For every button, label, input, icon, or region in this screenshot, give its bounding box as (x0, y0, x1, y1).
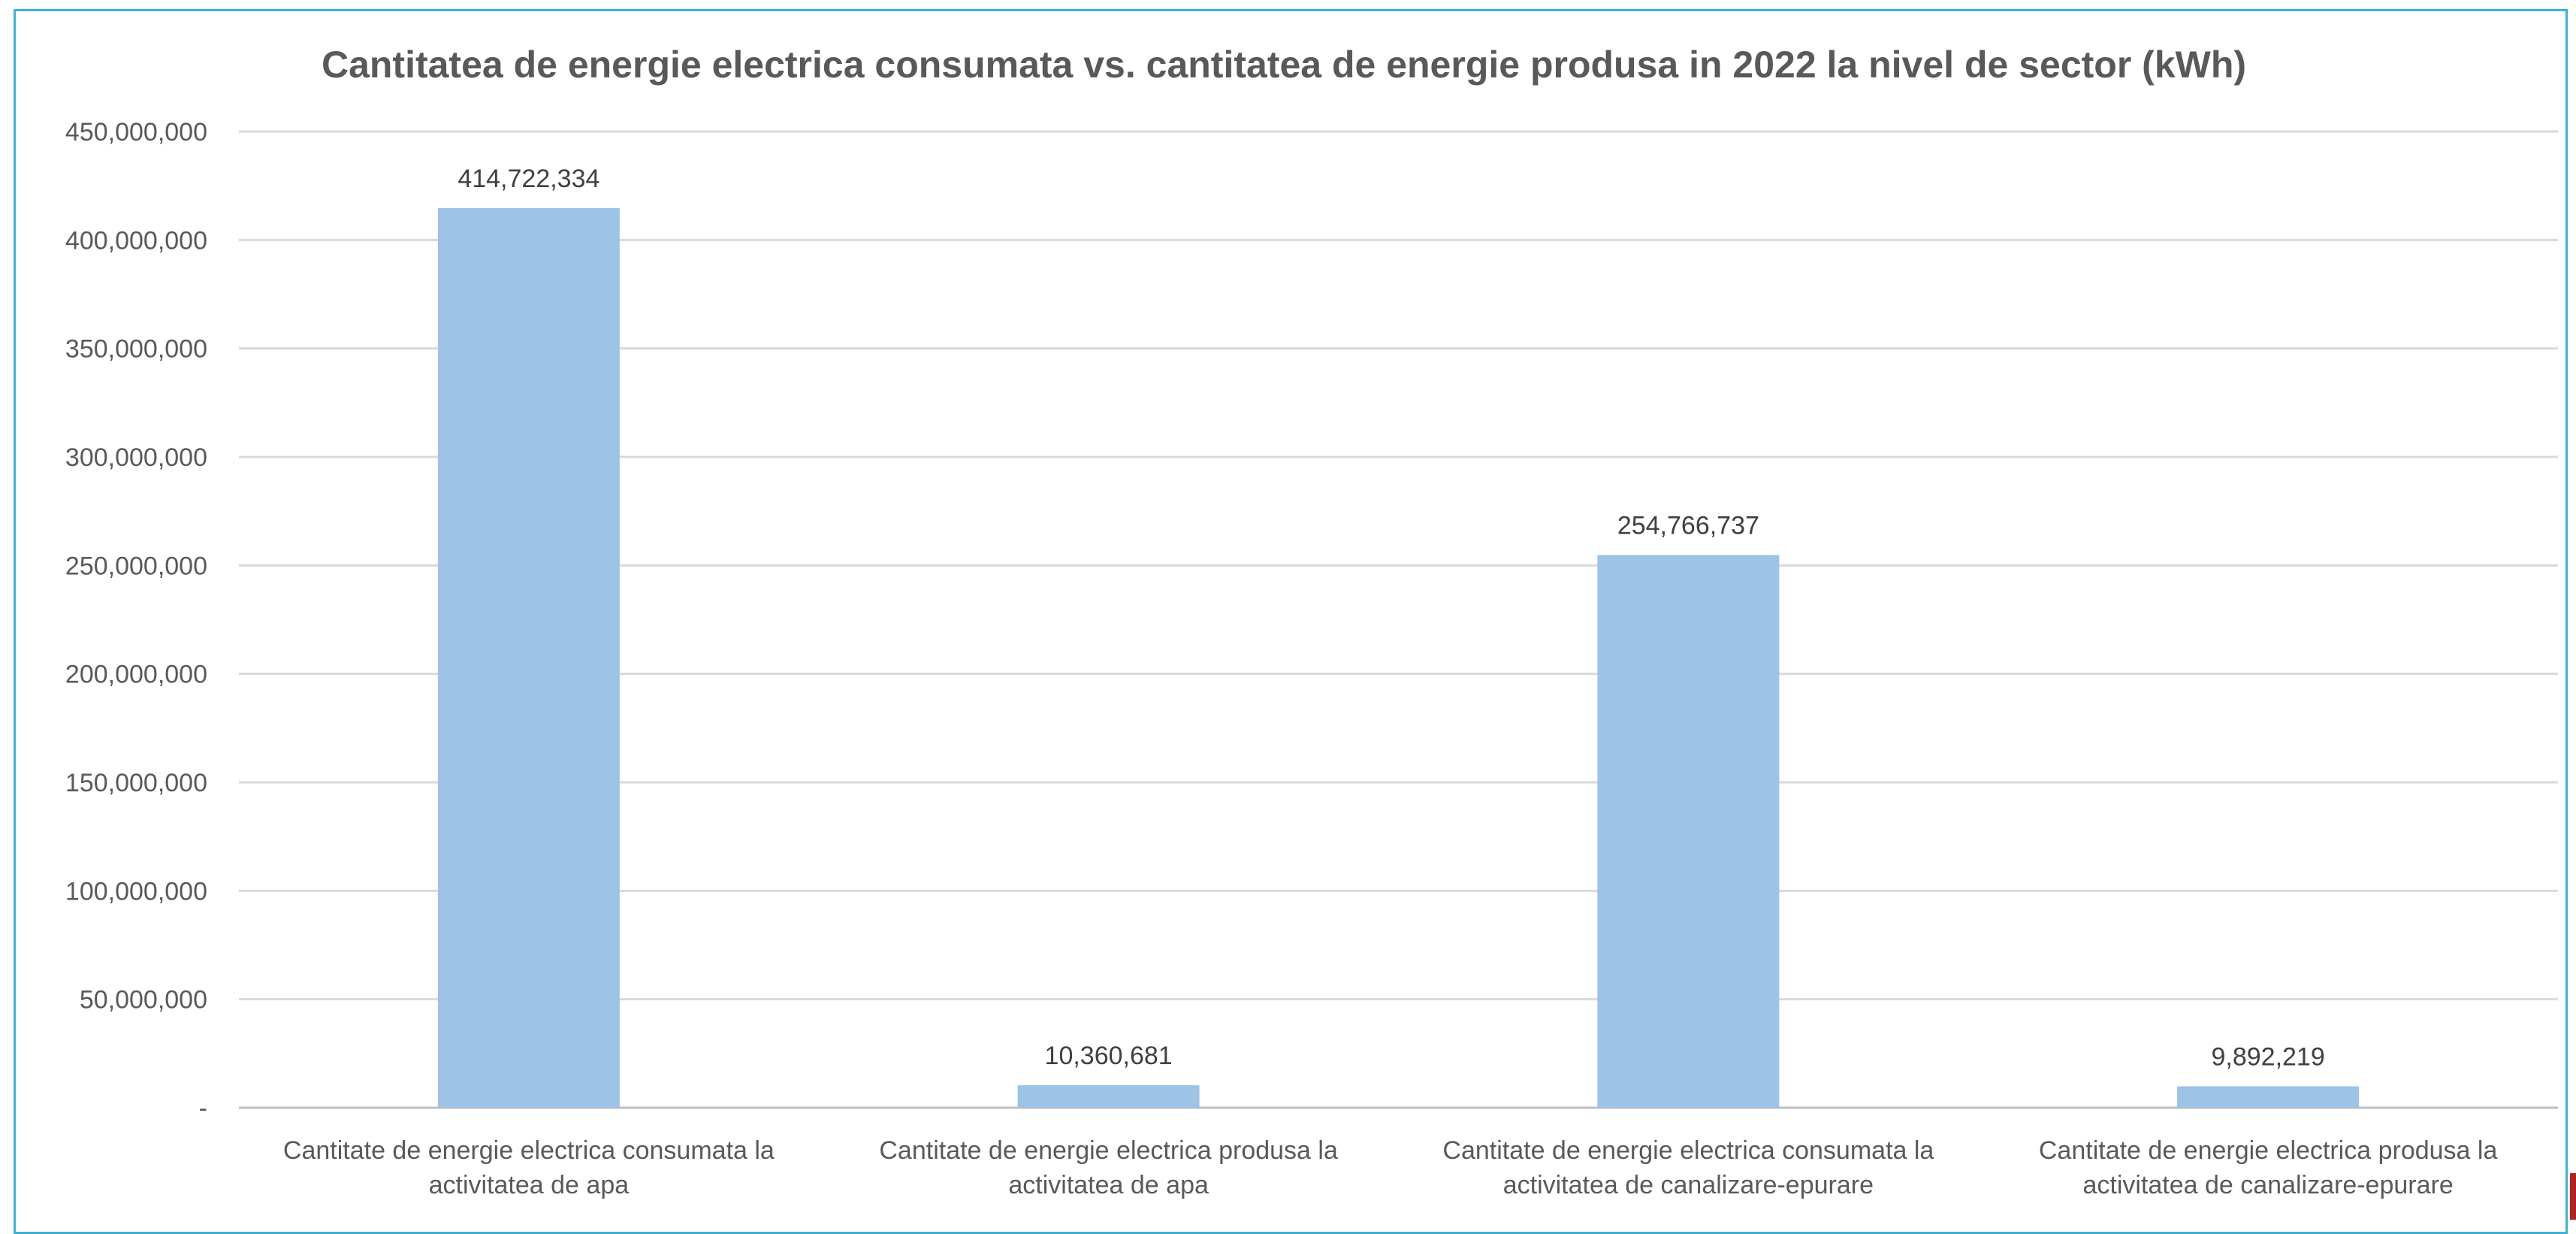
edge-marker (2570, 1173, 2576, 1220)
x-category-label: Cantitate de energie electrica produsa l… (879, 1136, 1338, 1165)
y-tick-label: 50,000,000 (80, 986, 207, 1015)
chart-frame: Cantitatea de energie electrica consumat… (14, 9, 2568, 1234)
data-labels: 414,722,334 10,360,681 254,766,737 9,892,21… (458, 165, 2324, 1072)
y-tick-label: 200,000,000 (65, 661, 207, 689)
y-tick-label: 450,000,000 (65, 118, 207, 147)
y-tick-label: 250,000,000 (65, 552, 207, 580)
bar (437, 207, 620, 1108)
x-category-label: activitatea de canalizare-epurare (1503, 1171, 1874, 1199)
bars (437, 207, 2360, 1108)
y-tick-label: 150,000,000 (65, 769, 207, 797)
x-axis-category-labels: Cantitate de energie electrica consumata… (283, 1136, 2498, 1199)
y-tick-label: 400,000,000 (65, 226, 207, 255)
y-tick-label: 350,000,000 (65, 335, 207, 364)
y-axis-tick-labels: - 50,000,000 100,000,000 150,000,000 200,000… (65, 118, 207, 1123)
bar (2177, 1086, 2360, 1108)
y-tick-label: 300,000,000 (65, 443, 207, 472)
chart-title: Cantitatea de energie electrica consumat… (322, 44, 2246, 86)
x-category-label: activitatea de canalizare-epurare (2082, 1171, 2453, 1199)
x-category-label: Cantitate de energie electrica consumata… (283, 1136, 775, 1165)
data-label: 9,892,219 (2211, 1042, 2324, 1071)
x-category-label: activitatea de apa (429, 1171, 630, 1199)
data-label: 10,360,681 (1045, 1042, 1173, 1070)
bar-chart: Cantitatea de energie electrica consumat… (65, 44, 2558, 1199)
y-tick-label: - (199, 1094, 207, 1123)
x-category-label: activitatea de apa (1008, 1171, 1209, 1199)
x-category-label: Cantitate de energie electrica produsa l… (2039, 1136, 2498, 1165)
gridlines (239, 130, 2558, 1109)
y-tick-label: 100,000,000 (65, 877, 207, 906)
bar (1017, 1085, 1200, 1108)
x-category-label: Cantitate de energie electrica consumata… (1442, 1136, 1934, 1165)
data-label: 254,766,737 (1617, 512, 1759, 540)
data-label: 414,722,334 (458, 165, 599, 193)
bar (1597, 555, 1780, 1108)
